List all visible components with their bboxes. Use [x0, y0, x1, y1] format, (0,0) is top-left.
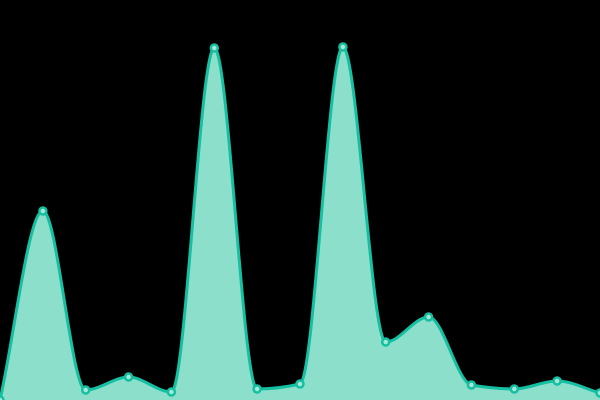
- data-point-marker[interactable]: [209, 43, 220, 53]
- data-point-marker[interactable]: [295, 379, 305, 389]
- data-point-marker[interactable]: [0, 395, 5, 400]
- data-point-marker[interactable]: [552, 376, 562, 386]
- data-point-marker[interactable]: [80, 385, 91, 395]
- data-point-marker[interactable]: [509, 384, 520, 394]
- series-line: [0, 45, 600, 400]
- data-point-marker[interactable]: [466, 380, 477, 390]
- area-fill: [0, 47, 600, 400]
- data-point-marker[interactable]: [123, 372, 134, 382]
- data-point-marker[interactable]: [595, 388, 600, 398]
- data-point-marker[interactable]: [380, 337, 391, 347]
- data-point-marker[interactable]: [38, 206, 48, 216]
- data-point-marker[interactable]: [338, 42, 348, 52]
- data-point-marker[interactable]: [252, 384, 262, 394]
- data-point-marker[interactable]: [166, 387, 177, 397]
- data-point-marker[interactable]: [423, 312, 434, 322]
